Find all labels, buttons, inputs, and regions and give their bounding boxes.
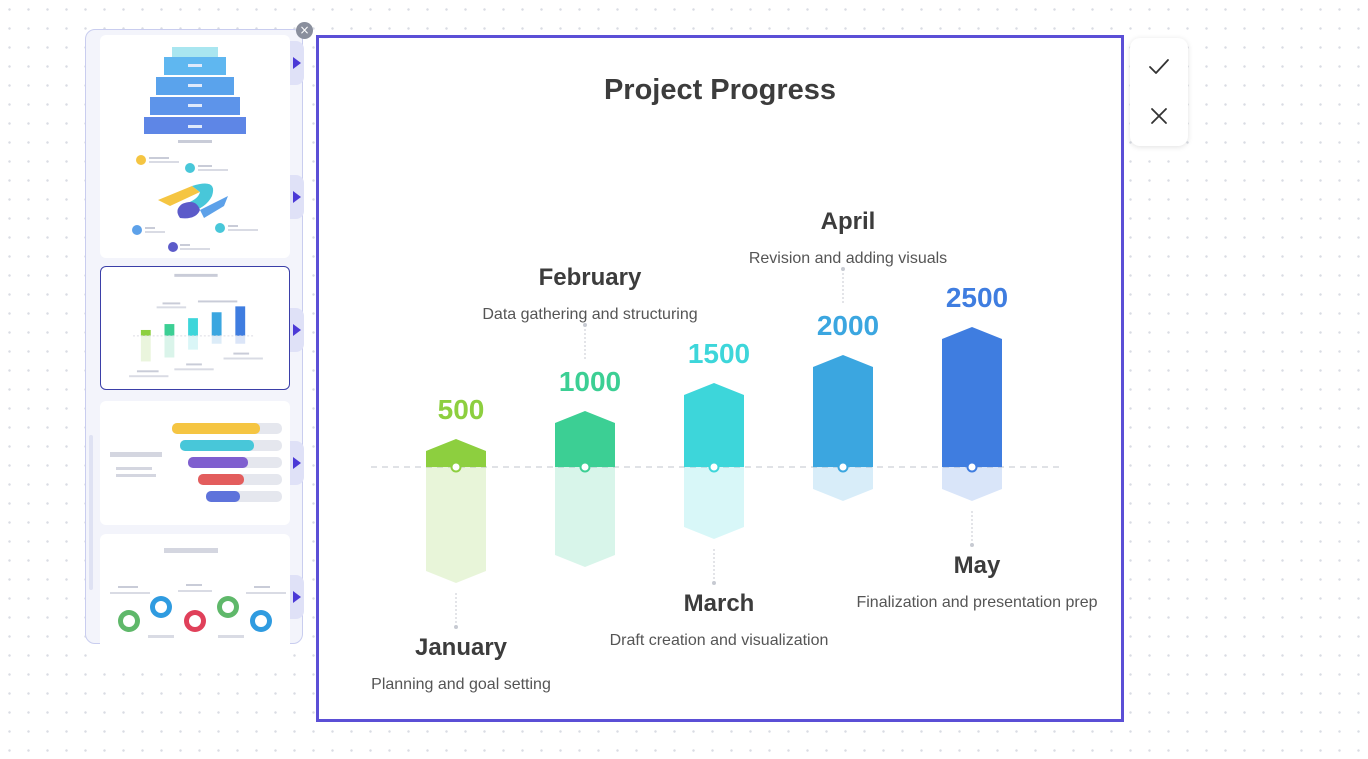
- thumbnail-expand-tab[interactable]: [290, 308, 304, 352]
- thumbnail-expand-tab[interactable]: [290, 41, 304, 85]
- connector-dot: [712, 581, 716, 585]
- progress-preview: [129, 273, 263, 378]
- check-icon: [1149, 59, 1169, 74]
- thumbnail-project-progress-template[interactable]: [100, 266, 290, 390]
- bar-reflection: [555, 467, 615, 567]
- thumbnail-puzzle-template[interactable]: [100, 134, 290, 258]
- close-icon: [1151, 108, 1167, 124]
- month-description: Finalization and presentation prep: [856, 594, 1097, 611]
- circle-icons-preview: [110, 548, 286, 638]
- value-label: 500: [438, 394, 485, 425]
- connector-dot: [841, 267, 845, 271]
- bar-dot: [450, 461, 462, 473]
- bar-april: [813, 355, 873, 467]
- value-label: 2500: [946, 282, 1008, 313]
- bar-dot: [579, 461, 591, 473]
- bar-dot: [966, 461, 978, 473]
- bar-reflection: [942, 467, 1002, 501]
- bar-dot: [708, 461, 720, 473]
- month-label: February: [539, 264, 642, 291]
- thumbnail-circle-icons-template[interactable]: [100, 534, 290, 658]
- action-box: [1130, 38, 1188, 146]
- bar-steps-preview: [110, 423, 282, 502]
- bar-reflection: [684, 467, 744, 539]
- bar-dot: [837, 461, 849, 473]
- chart-title: Project Progress: [603, 74, 837, 106]
- thumbnail-expand-tab[interactable]: [290, 441, 304, 485]
- bar-reflection: [426, 467, 486, 583]
- thumbnail-expand-tab[interactable]: [290, 175, 304, 219]
- value-label: 1000: [559, 366, 621, 397]
- month-label: January: [415, 634, 508, 661]
- month-label: March: [684, 590, 755, 617]
- month-label: May: [954, 552, 1001, 579]
- thumbnail-expand-tab[interactable]: [290, 575, 304, 619]
- confirm-button[interactable]: [1144, 52, 1174, 82]
- thumbnail-bar-steps-template[interactable]: [100, 401, 290, 525]
- puzzle-preview: [132, 140, 258, 252]
- slide-canvas[interactable]: Project Progress 500 January Planning and …: [316, 35, 1124, 722]
- month-description: Planning and goal setting: [371, 676, 551, 693]
- month-description: Draft creation and visualization: [610, 632, 829, 649]
- bar-march: [684, 383, 744, 467]
- value-label: 2000: [817, 310, 879, 341]
- connector-dot: [583, 323, 587, 327]
- progress-chart: 500 January Planning and goal setting 1000 F…: [371, 208, 1098, 693]
- cancel-button[interactable]: [1144, 101, 1174, 131]
- panel-scrollbar[interactable]: [89, 435, 93, 590]
- month-label: April: [821, 208, 876, 235]
- connector-dot: [454, 625, 458, 629]
- close-panel-button[interactable]: ×: [296, 22, 313, 39]
- bar-reflection: [813, 467, 873, 501]
- bar-january: [426, 439, 486, 467]
- pyramid-preview: [144, 47, 246, 137]
- bar-february: [555, 411, 615, 467]
- value-label: 1500: [688, 338, 750, 369]
- bar-may: [942, 327, 1002, 467]
- month-description: Revision and adding visuals: [749, 250, 947, 267]
- month-description: Data gathering and structuring: [482, 306, 697, 323]
- connector-dot: [970, 543, 974, 547]
